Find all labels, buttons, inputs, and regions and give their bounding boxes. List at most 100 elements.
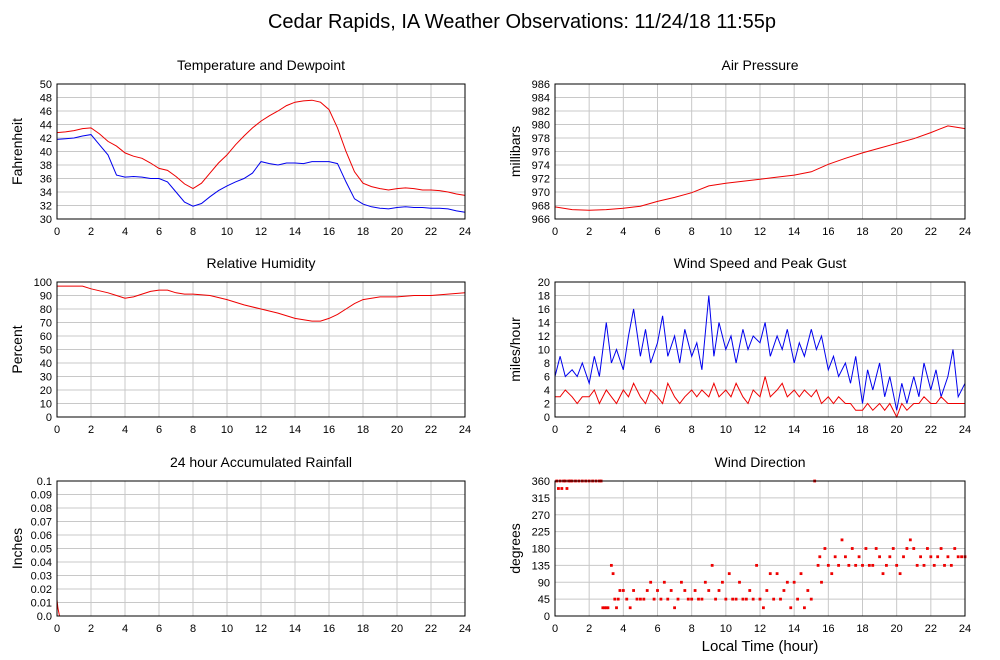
wind-y-tick-label: 10 [538,345,550,357]
direction-y-tick-label: 225 [532,527,550,539]
direction-point [929,555,933,559]
temp-y-tick-label: 34 [40,187,52,199]
wind-y-tick-label: 18 [538,291,550,303]
wind-x-tick-label: 6 [654,424,660,436]
temp-y-tick-label: 36 [40,174,52,186]
rain-x-tick-label: 22 [425,623,437,635]
rh-y-tick-label: 60 [40,331,52,343]
direction-point [666,597,670,601]
direction-point [618,589,622,592]
rain-x-tick-label: 4 [122,623,128,635]
direction-point [717,589,721,592]
direction-point [724,597,728,601]
pressure-y-tick-label: 972 [532,174,550,186]
rh-y-tick-label: 70 [40,318,52,330]
rh-series-line-0 [57,285,466,322]
rain-y-tick-label: 0.02 [31,584,52,596]
direction-point [867,563,871,567]
direction-point [922,563,926,567]
direction-point [727,572,731,576]
rh-y-axis-label: Percent [9,325,25,373]
rh-x-tick-label: 10 [221,424,233,436]
rh-x-tick-label: 16 [323,424,335,436]
rain-y-tick-label: 0.08 [31,503,52,515]
direction-point [659,597,663,601]
wind-y-tick-label: 2 [544,399,550,411]
direction-point [806,589,810,592]
direction-point [946,555,950,559]
direction-point [847,563,851,567]
wind-x-tick-label: 18 [856,424,868,436]
rh-x-tick-label: 0 [54,424,60,436]
rh-x-tick-label: 18 [357,424,369,436]
rain-x-tick-label: 0 [54,623,60,635]
temp-x-tick-label: 18 [357,226,369,238]
direction-point [908,538,912,542]
direction-point [613,597,617,601]
direction-point [871,563,875,567]
direction-point [768,572,772,576]
direction-point [885,563,888,567]
pressure-y-tick-label: 968 [532,201,550,213]
rh-plot-frame [56,281,466,418]
direction-point [949,563,953,567]
direction-point [779,597,782,601]
direction-y-axis-label: degrees [507,523,523,574]
pressure-x-tick-label: 6 [654,226,660,238]
pressure-chart-title: Air Pressure [721,57,798,73]
direction-point [621,589,625,592]
direction-point [611,572,615,576]
direction-point [816,563,820,567]
direction-point [792,580,796,584]
direction-point [956,555,960,559]
direction-point [693,589,697,592]
direction-point [837,563,840,567]
direction-point [741,597,745,601]
rh-y-tick-label: 100 [34,277,52,289]
rain-x-tick-label: 12 [255,623,267,635]
direction-y-tick-label: 315 [532,493,550,505]
direction-point [652,597,656,601]
direction-point [888,555,892,559]
pressure-x-tick-label: 12 [754,226,766,238]
direction-point [662,580,666,584]
rh-x-tick-label: 2 [88,424,94,436]
direction-point [557,487,560,490]
direction-y-tick-label: 270 [532,510,550,522]
direction-y-tick-label: 45 [538,594,550,606]
temp-y-tick-label: 42 [40,133,52,145]
direction-point [676,597,680,601]
rh-x-tick-label: 6 [156,424,162,436]
temp-x-tick-label: 22 [425,226,437,238]
wind-y-tick-label: 14 [538,318,550,330]
rh-y-tick-label: 0 [46,412,52,424]
direction-x-tick-label: 6 [654,623,660,635]
rh-y-tick-label: 20 [40,385,52,397]
direction-y-tick-label: 360 [532,476,550,488]
direction-x-tick-label: 2 [586,623,592,635]
direction-point [881,572,885,576]
direction-point [601,606,605,610]
pressure-x-tick-label: 16 [822,226,834,238]
rain-y-tick-label: 0.06 [31,530,52,542]
wind-x-tick-label: 0 [552,424,558,436]
direction-point [649,580,653,584]
direction-point [748,589,752,592]
temp-series-line-0 [56,99,466,196]
direction-x-tick-label: 22 [925,623,937,635]
temp-y-axis-label: Fahrenheit [9,118,25,185]
direction-point [700,597,704,601]
direction-point [609,563,613,567]
direction-point [960,555,963,559]
wind-panel: 0 2 4 6 8 10 12 14 16 18 20 22 2402468101214161820Wi… [507,255,971,436]
pressure-y-tick-label: 978 [532,133,550,145]
pressure-y-tick-label: 970 [532,187,550,199]
direction-point [850,547,854,550]
direction-point [818,555,822,559]
direction-point [840,538,844,542]
direction-point [765,589,769,592]
direction-point [635,597,639,601]
rain-x-tick-label: 18 [357,623,369,635]
rain-x-tick-label: 10 [221,623,233,635]
rain-x-tick-label: 16 [323,623,335,635]
